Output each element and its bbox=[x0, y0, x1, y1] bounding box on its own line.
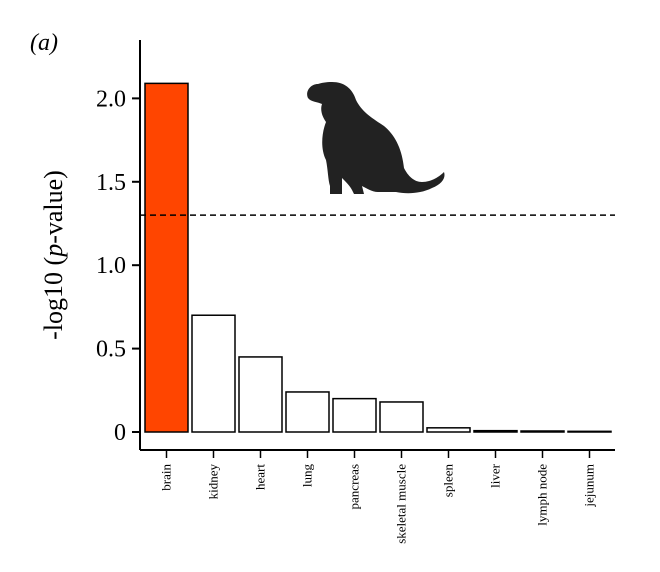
dog-silhouette-icon bbox=[307, 82, 445, 194]
y-axis-label: -log10 (p-value) bbox=[39, 170, 68, 340]
x-tick-label: pancreas bbox=[347, 464, 362, 509]
bar-pancreas bbox=[332, 397, 377, 433]
x-tick-label: jejunum bbox=[582, 464, 597, 508]
x-tick-label: liver bbox=[488, 463, 503, 487]
x-tick-label: spleen bbox=[441, 464, 456, 498]
y-tick-label: 0 bbox=[114, 420, 126, 446]
x-tick-label: lymph node bbox=[535, 464, 550, 526]
x-tick-label: brain bbox=[159, 464, 174, 491]
bar-liver bbox=[473, 429, 518, 433]
y-tick-label: 2.0 bbox=[96, 86, 126, 112]
bar-skeletal-muscle bbox=[379, 401, 424, 433]
y-tick-label: 0.5 bbox=[96, 337, 126, 363]
bar-lung bbox=[285, 391, 330, 433]
x-tick-label: kidney bbox=[206, 464, 221, 500]
bar-spleen bbox=[426, 427, 471, 433]
y-tick-label: 1.0 bbox=[96, 253, 126, 279]
x-tick-label: skeletal muscle bbox=[394, 464, 409, 544]
bar-lymph-node bbox=[520, 430, 565, 433]
bar-heart bbox=[238, 356, 283, 433]
bar-kidney bbox=[191, 314, 236, 433]
x-tick-label: heart bbox=[253, 464, 268, 490]
bar-brain bbox=[144, 82, 189, 433]
bar-jejunum bbox=[567, 430, 612, 433]
panel-label: (a) bbox=[30, 30, 58, 56]
y-tick-label: 1.5 bbox=[96, 170, 126, 196]
x-tick-label: lung bbox=[300, 464, 315, 488]
